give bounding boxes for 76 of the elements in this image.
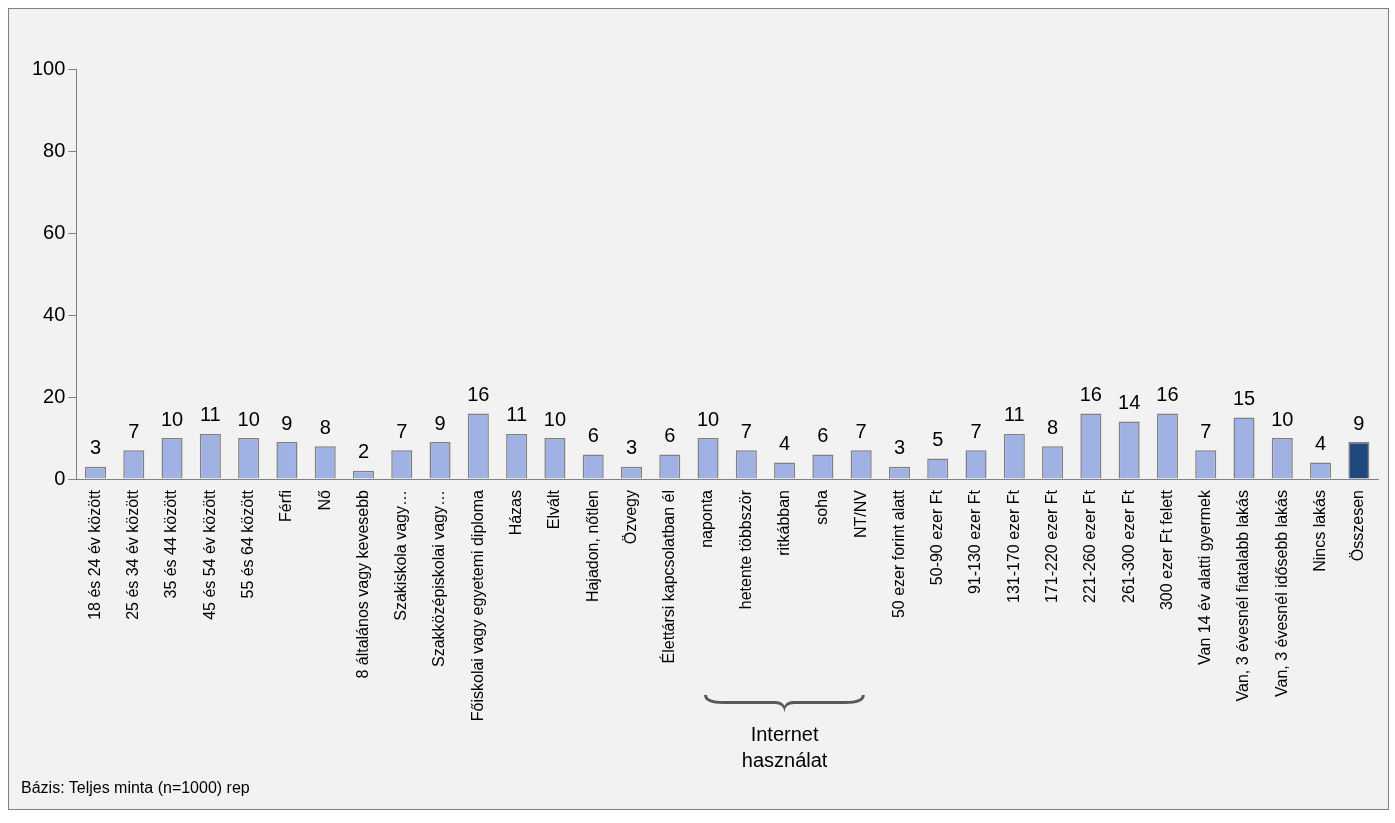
data-label: 3: [89, 436, 102, 459]
x-tick-label: Szakközépiskolai vagy…: [430, 490, 448, 667]
data-label: 7: [855, 419, 867, 442]
data-label: 16: [1079, 382, 1102, 405]
data-label: 16: [1156, 382, 1179, 405]
x-tick-label: Élettársi kapcsolatban él: [659, 490, 678, 664]
y-tick-label: 20: [43, 384, 66, 407]
data-label: 7: [396, 419, 408, 442]
data-label: 14: [1118, 391, 1141, 414]
data-label: 6: [587, 423, 599, 446]
y-tick-label: 100: [31, 56, 66, 79]
data-label: 4: [1315, 432, 1327, 455]
y-tick-label: 40: [43, 302, 66, 325]
x-tick-label: Van 14 év alatti gyermek: [1196, 489, 1214, 665]
data-label: 7: [128, 419, 140, 442]
x-tick-label: 18 és 24 év között: [85, 489, 103, 620]
data-label: 10: [543, 407, 567, 430]
data-label: 16: [467, 382, 490, 405]
x-tick-label: 50-90 ezer Ft: [928, 489, 946, 586]
data-label: 15: [1232, 387, 1256, 410]
data-label: 10: [160, 407, 184, 430]
x-tick-label: Főiskolai vagy egyetemi diploma: [468, 489, 486, 722]
x-tick-label: 35 és 44 között: [162, 489, 180, 599]
x-tick-label: 171-220 ezer Ft: [1043, 489, 1060, 603]
data-label: 6: [664, 423, 676, 446]
data-label: 11: [199, 403, 221, 426]
x-tick-label: Összesen: [1349, 490, 1367, 562]
x-tick-label: Elvált: [545, 489, 563, 530]
x-tick-label: Férfi: [277, 490, 295, 522]
data-label: 8: [319, 415, 331, 438]
data-label: 4: [779, 432, 791, 455]
x-tick-label: 300 ezer Ft felett: [1157, 489, 1175, 611]
y-tick-label: 0: [54, 466, 66, 489]
x-tick-label: Szakiskola vagy…: [392, 490, 410, 621]
data-label: 9: [434, 411, 446, 434]
x-tick-label: Hajadon, nőtlen: [583, 490, 601, 603]
data-label: 3: [625, 436, 638, 459]
x-tick-label: Özvegy: [621, 490, 639, 545]
x-tick-label: 8 általános vagy kevesebb: [353, 489, 371, 679]
y-tick-label: 60: [43, 220, 66, 243]
x-tick-label: NT/NV: [851, 489, 869, 538]
data-label: 3: [893, 436, 906, 459]
data-label: 10: [1271, 407, 1294, 430]
x-tick-label: Nő: [315, 489, 333, 511]
x-tick-label: soha: [813, 489, 831, 525]
x-tick-label: hetente többször: [736, 489, 754, 610]
data-label: 7: [1200, 419, 1212, 442]
x-tick-label: 50 ezer forint alatt: [889, 489, 907, 619]
data-label: 7: [970, 419, 982, 442]
x-tick-label: 221-260 ezer Ft: [1081, 489, 1099, 603]
y-tick-label: 80: [43, 138, 66, 161]
data-label: 8: [1047, 415, 1059, 438]
data-label: 11: [506, 403, 528, 426]
text: Internet használat: [740, 722, 829, 773]
x-tick-label: Nincs lakás: [1310, 490, 1328, 572]
x-tick-label: Van, 3 évesnél fiatalabb lakás: [1234, 490, 1252, 702]
x-tick-label: 131-170 ezer Ft: [1004, 489, 1022, 603]
x-tick-label: Van, 3 évesnél idősebb lakás: [1272, 490, 1290, 697]
data-label: 10: [237, 407, 260, 430]
data-label: 10: [696, 407, 720, 430]
data-label: 9: [281, 411, 293, 434]
data-label: 11: [1003, 403, 1025, 426]
x-tick-label: 261-300 ezer Ft: [1119, 489, 1137, 603]
x-tick-label: naponta: [698, 489, 716, 548]
data-label: 2: [357, 440, 370, 463]
x-tick-label: 25 és 34 év között: [124, 489, 142, 620]
data-label: 5: [932, 428, 944, 451]
data-label: 7: [740, 419, 752, 442]
x-tick-label: 91-130 ezer Ft: [966, 489, 984, 595]
x-tick-label: 55 és 64 között: [239, 489, 257, 599]
x-tick-label: ritkábban: [775, 490, 793, 556]
x-tick-label: 45 és 54 év között: [200, 489, 218, 620]
data-label: 6: [817, 423, 829, 446]
x-tick-label: Házas: [507, 490, 525, 536]
data-label: 9: [1353, 411, 1365, 434]
text: Bázis: Teljes minta (n=1000) rep: [21, 779, 250, 797]
